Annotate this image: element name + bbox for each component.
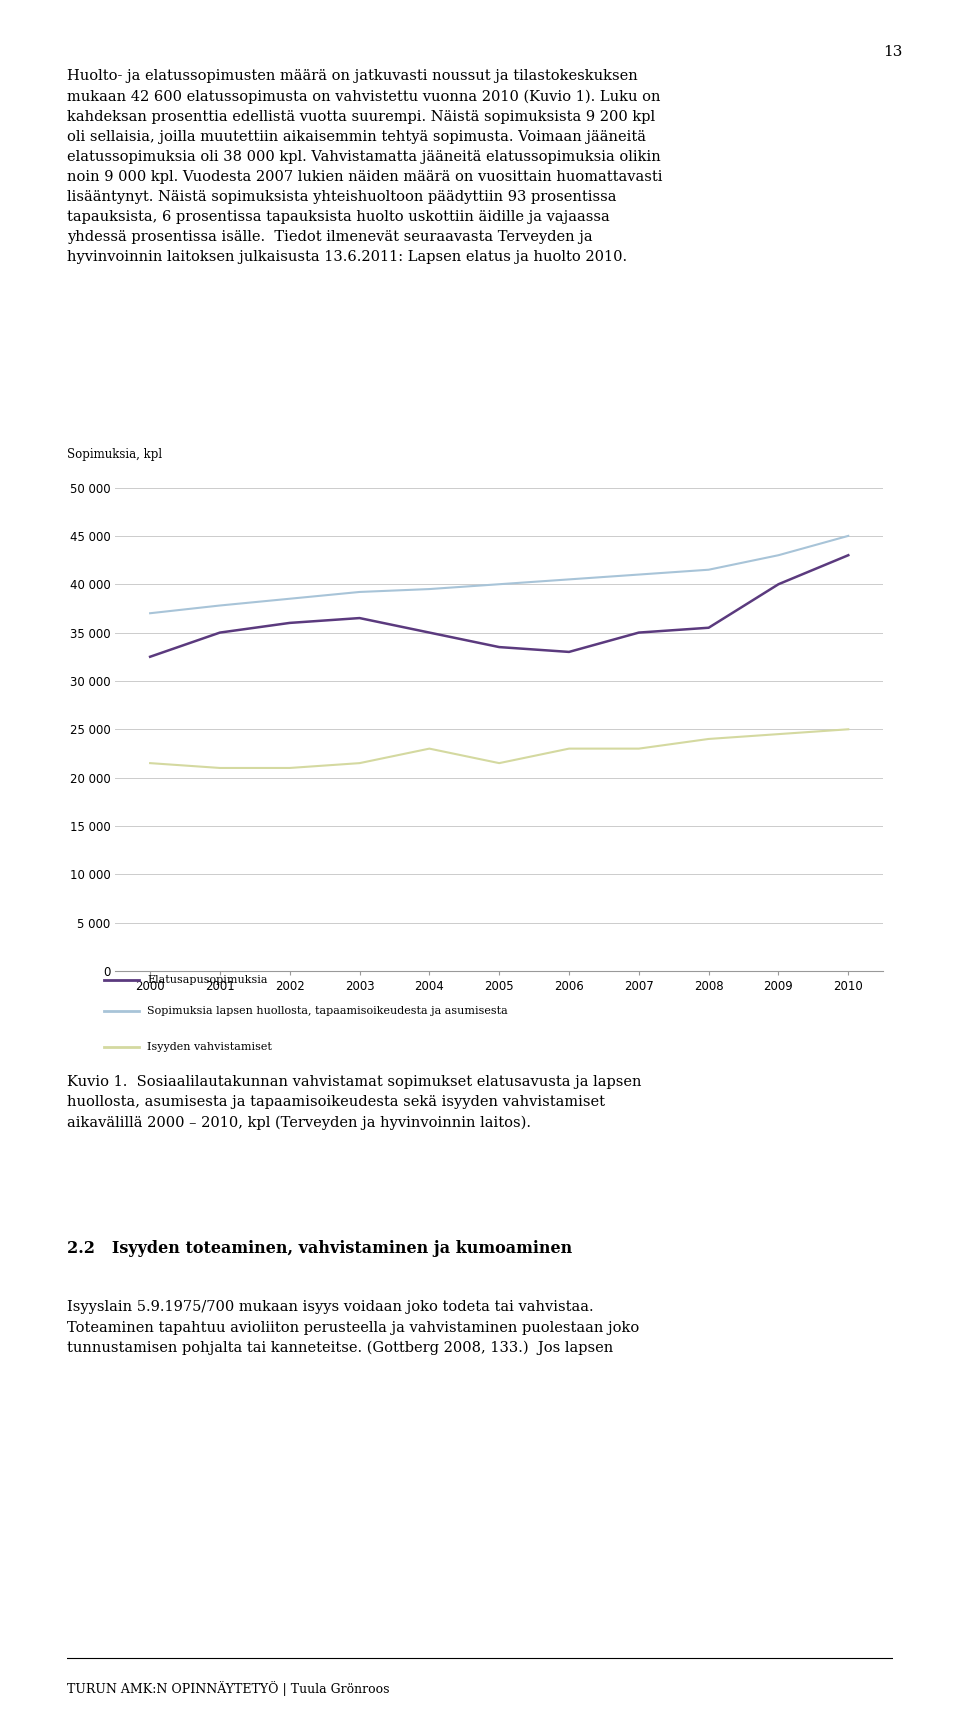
Text: Elatusapusopimuksia: Elatusapusopimuksia: [147, 975, 268, 985]
Text: Isyyden vahvistamiset: Isyyden vahvistamiset: [147, 1042, 272, 1053]
Text: Huolto- ja elatussopimusten määrä on jatkuvasti noussut ja tilastokeskuksen
muka: Huolto- ja elatussopimusten määrä on jat…: [67, 69, 662, 264]
Text: Isyyslain 5.9.1975/700 mukaan isyys voidaan joko todeta tai vahvistaa.
Toteamine: Isyyslain 5.9.1975/700 mukaan isyys void…: [67, 1300, 639, 1356]
Text: 2.2   Isyyden toteaminen, vahvistaminen ja kumoaminen: 2.2 Isyyden toteaminen, vahvistaminen ja…: [67, 1240, 572, 1257]
Text: Kuvio 1.  Sosiaalilautakunnan vahvistamat sopimukset elatusavusta ja lapsen
huol: Kuvio 1. Sosiaalilautakunnan vahvistamat…: [67, 1075, 641, 1131]
Text: 13: 13: [883, 45, 902, 59]
Text: TURUN AMK:N OPINNÄYTETYÖ | Tuula Grönroos: TURUN AMK:N OPINNÄYTETYÖ | Tuula Grönroo…: [67, 1682, 390, 1696]
Text: Sopimuksia lapsen huollosta, tapaamisoikeudesta ja asumisesta: Sopimuksia lapsen huollosta, tapaamisoik…: [147, 1006, 508, 1016]
Text: Sopimuksia, kpl: Sopimuksia, kpl: [67, 447, 162, 461]
